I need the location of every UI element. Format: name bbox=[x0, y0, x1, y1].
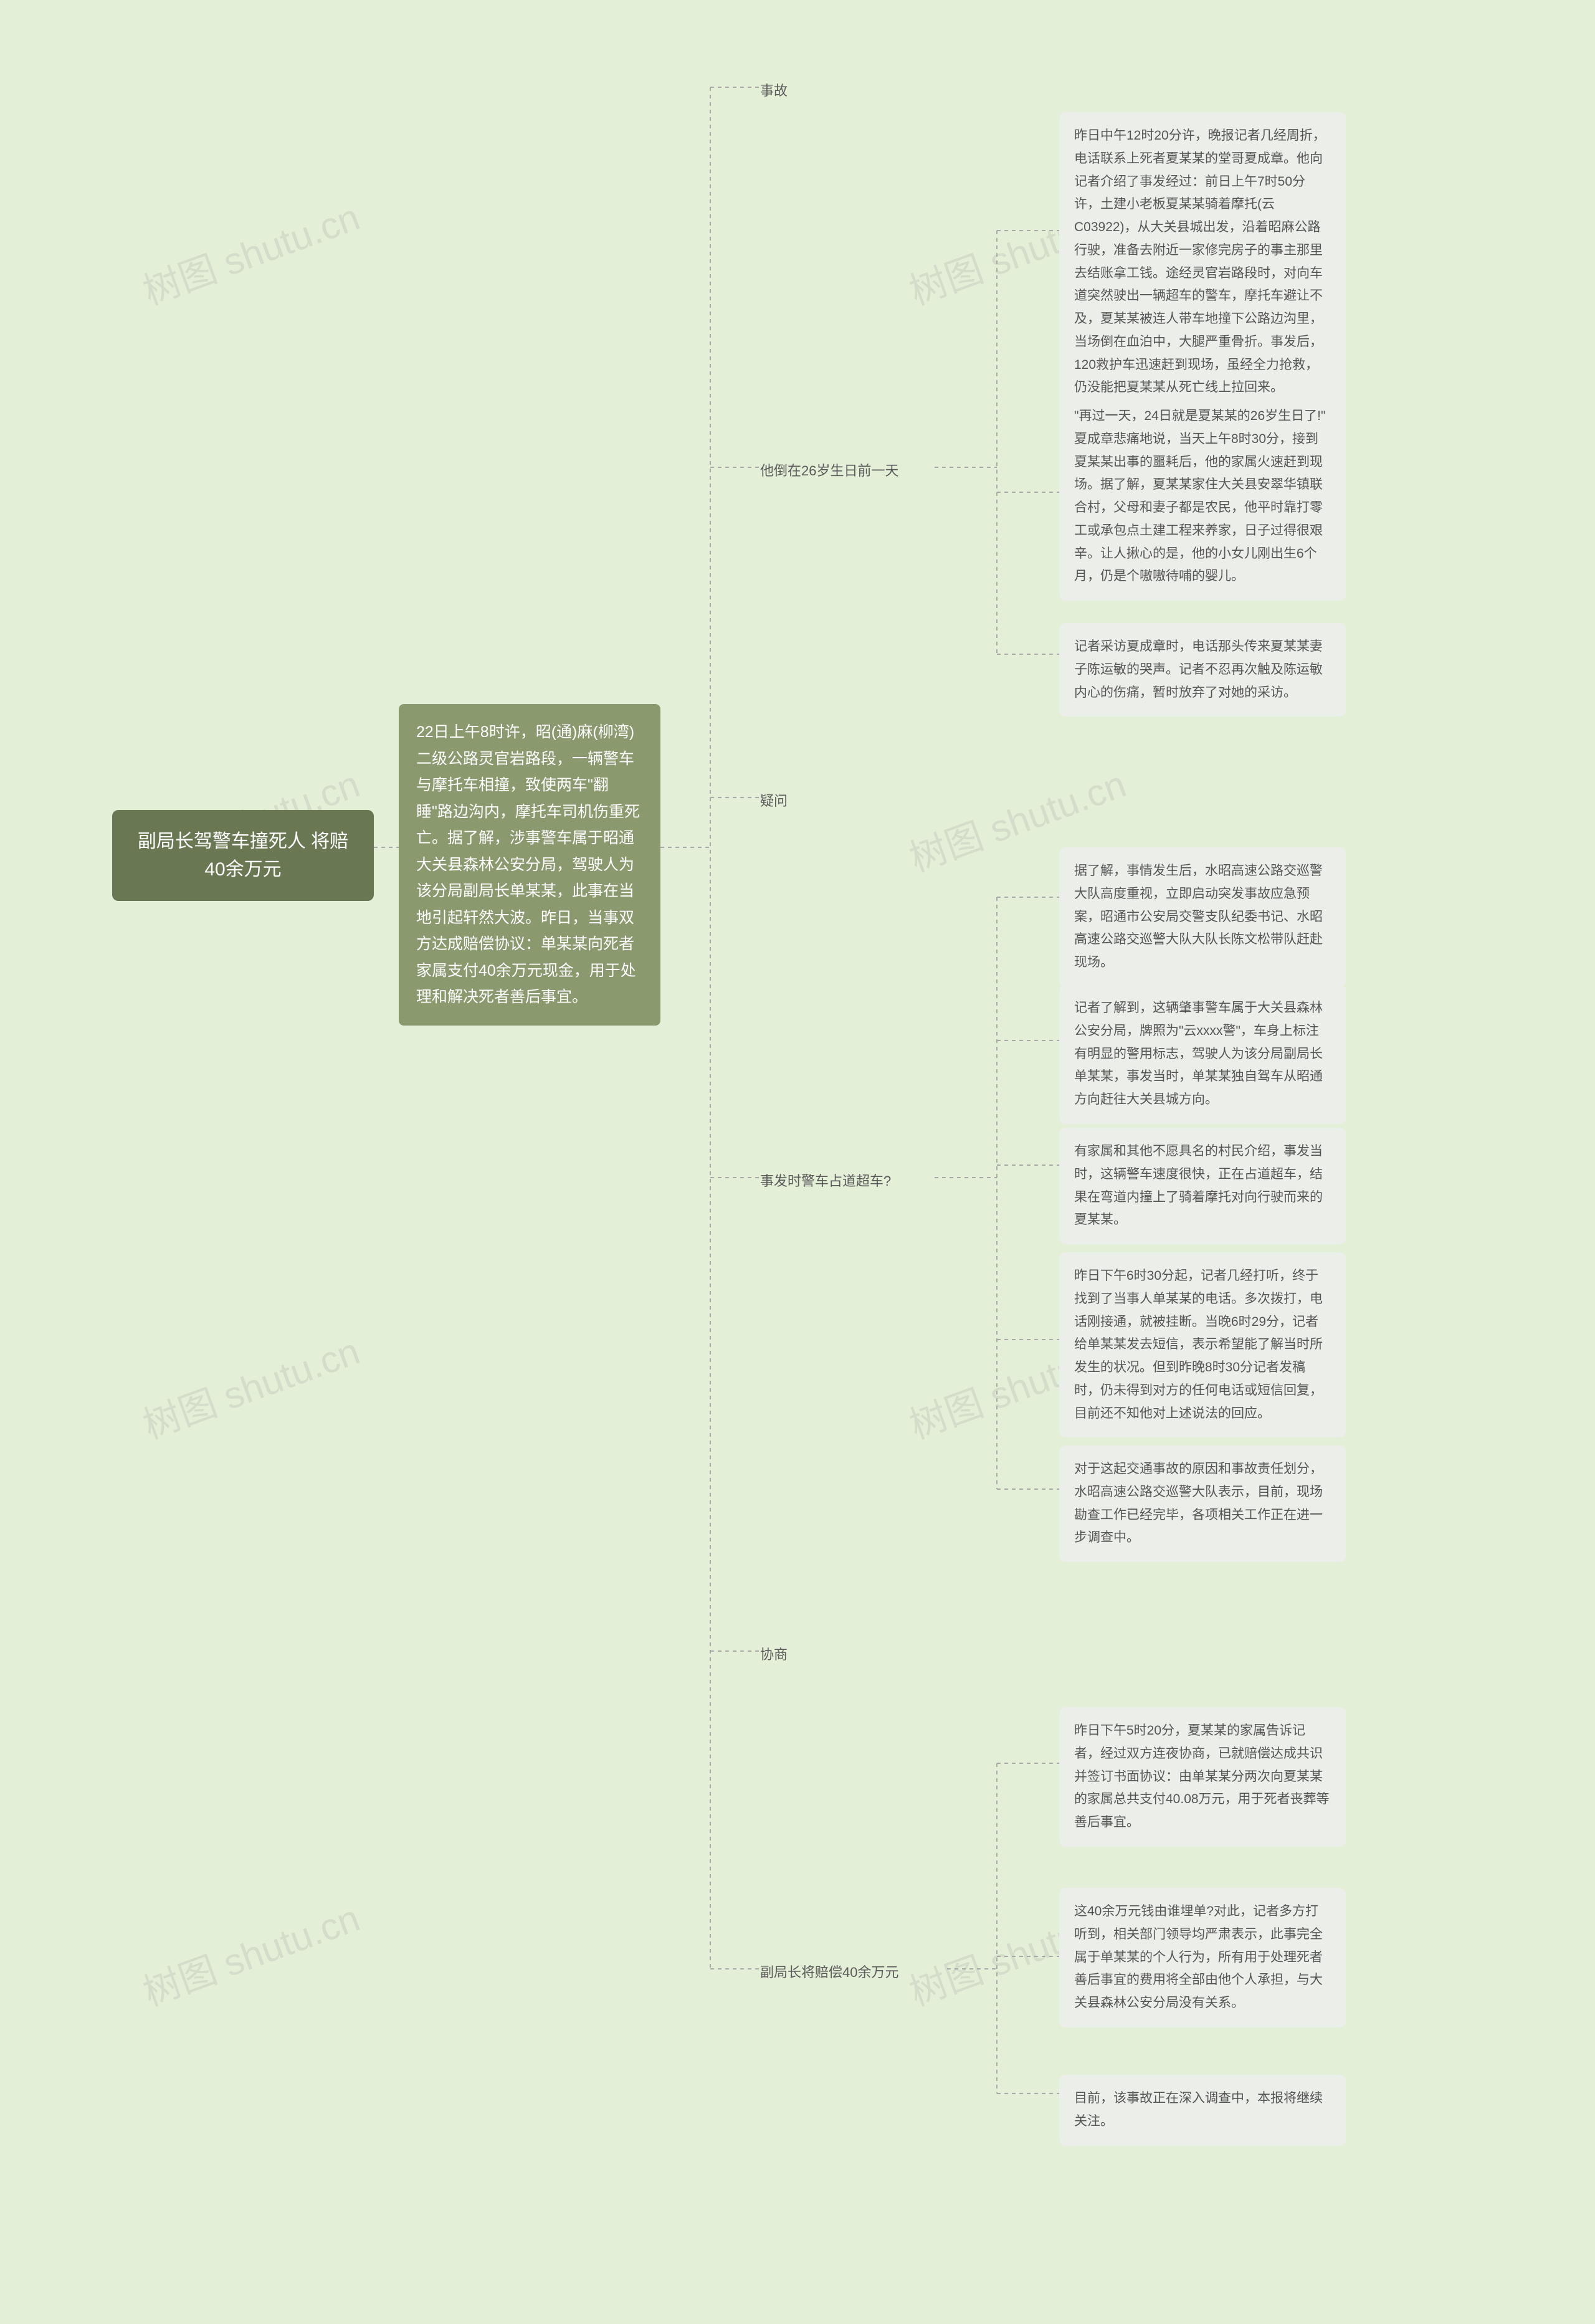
section-label-negotiate[interactable]: 协商 bbox=[760, 1644, 788, 1664]
leaf-text: 记者了解到，这辆肇事警车属于大关县森林公安分局，牌照为"云xxxx警"，车身上标… bbox=[1074, 1001, 1323, 1107]
leaf-text: "再过一天，24日就是夏某某的26岁生日了!" 夏成章悲痛地说，当天上午8时30… bbox=[1074, 409, 1325, 583]
leaf-text: 这40余万元钱由谁埋单?对此，记者多方打听到，相关部门领导均严肃表示，此事完全属… bbox=[1074, 1904, 1323, 2010]
leaf-text: 据了解，事情发生后，水昭高速公路交巡警大队高度重视，立即启动突发事故应急预案，昭… bbox=[1074, 864, 1323, 969]
summary-node[interactable]: 22日上午8时许，昭(通)麻(柳湾)二级公路灵官岩路段，一辆警车与摩托车相撞，致… bbox=[399, 704, 660, 1026]
leaf-node[interactable]: 这40余万元钱由谁埋单?对此，记者多方打听到，相关部门领导均严肃表示，此事完全属… bbox=[1059, 1888, 1346, 2027]
leaf-node[interactable]: 目前，该事故正在深入调查中，本报将继续关注。 bbox=[1059, 2075, 1346, 2146]
leaf-text: 昨日下午6时30分起，记者几经打听，终于找到了当事人单某某的电话。多次拨打，电话… bbox=[1074, 1269, 1323, 1421]
leaf-node[interactable]: 昨日下午6时30分起，记者几经打听，终于找到了当事人单某某的电话。多次拨打，电话… bbox=[1059, 1252, 1346, 1437]
leaf-text: 对于这起交通事故的原因和事故责任划分，水昭高速公路交巡警大队表示，目前，现场勘查… bbox=[1074, 1462, 1323, 1545]
leaf-text: 昨日中午12时20分许，晚报记者几经周折，电话联系上死者夏某某的堂哥夏成章。他向… bbox=[1074, 128, 1326, 394]
leaf-text: 目前，该事故正在深入调查中，本报将继续关注。 bbox=[1074, 2091, 1323, 2128]
root-node[interactable]: 副局长驾警车撞死人 将赔40余万元 bbox=[112, 810, 374, 901]
leaf-node[interactable]: 据了解，事情发生后，水昭高速公路交巡警大队高度重视，立即启动突发事故应急预案，昭… bbox=[1059, 847, 1346, 987]
section-label-birthday[interactable]: 他倒在26岁生日前一天 bbox=[760, 460, 898, 480]
root-title: 副局长驾警车撞死人 将赔40余万元 bbox=[138, 831, 348, 880]
leaf-node[interactable]: 记者了解到，这辆肇事警车属于大关县森林公安分局，牌照为"云xxxx警"，车身上标… bbox=[1059, 984, 1346, 1124]
leaf-node[interactable]: 记者采访夏成章时，电话那头传来夏某某妻子陈运敏的哭声。记者不忍再次触及陈运敏内心… bbox=[1059, 623, 1346, 717]
leaf-text: 有家属和其他不愿具名的村民介绍，事发当时，这辆警车速度很快，正在占道超车，结果在… bbox=[1074, 1144, 1323, 1227]
leaf-text: 昨日下午5时20分，夏某某的家属告诉记者，经过双方连夜协商，已就赔偿达成共识并签… bbox=[1074, 1723, 1330, 1829]
section-label-overtake[interactable]: 事发时警车占道超车? bbox=[760, 1170, 891, 1190]
section-label-compensation[interactable]: 副局长将赔偿40余万元 bbox=[760, 1961, 898, 1981]
summary-text: 22日上午8时许，昭(通)麻(柳湾)二级公路灵官岩路段，一辆警车与摩托车相撞，致… bbox=[416, 723, 640, 1006]
leaf-node[interactable]: "再过一天，24日就是夏某某的26岁生日了!" 夏成章悲痛地说，当天上午8时30… bbox=[1059, 393, 1346, 601]
section-label-accident[interactable]: 事故 bbox=[760, 80, 788, 100]
leaf-node[interactable]: 有家属和其他不愿具名的村民介绍，事发当时，这辆警车速度很快，正在占道超车，结果在… bbox=[1059, 1128, 1346, 1244]
leaf-node[interactable]: 昨日中午12时20分许，晚报记者几经周折，电话联系上死者夏某某的堂哥夏成章。他向… bbox=[1059, 112, 1346, 412]
leaf-text: 记者采访夏成章时，电话那头传来夏某某妻子陈运敏的哭声。记者不忍再次触及陈运敏内心… bbox=[1074, 639, 1323, 700]
leaf-node[interactable]: 昨日下午5时20分，夏某某的家属告诉记者，经过双方连夜协商，已就赔偿达成共识并签… bbox=[1059, 1707, 1346, 1847]
section-label-question[interactable]: 疑问 bbox=[760, 790, 788, 810]
leaf-node[interactable]: 对于这起交通事故的原因和事故责任划分，水昭高速公路交巡警大队表示，目前，现场勘查… bbox=[1059, 1445, 1346, 1562]
